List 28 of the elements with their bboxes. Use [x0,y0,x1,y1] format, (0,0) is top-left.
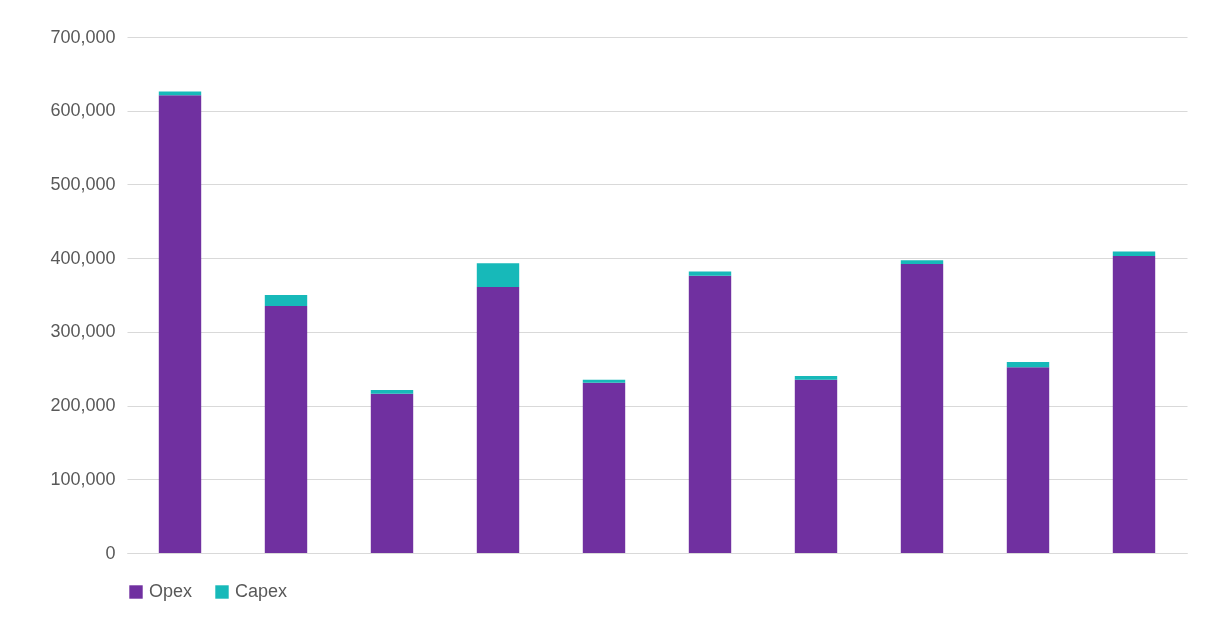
bar [900,264,944,553]
y-tick-label: 600,000 [50,100,116,121]
bar [1112,255,1156,553]
y-tick-label: 400,000 [50,247,116,268]
bar [264,295,308,307]
bar [370,393,414,553]
bar [476,286,520,553]
bar [264,306,308,553]
y-tick-label: 200,000 [50,395,116,416]
bar [688,271,732,276]
bar [370,390,414,394]
y-tick-label: 700,000 [50,26,116,47]
legend-label: Opex [149,581,193,601]
y-tick-label: 300,000 [50,321,116,342]
legend-label: Capex [235,581,288,601]
bar [476,263,520,287]
bar [794,379,838,553]
y-tick-label: 100,000 [50,468,116,489]
y-tick-label: 500,000 [50,173,116,194]
bar [794,376,838,380]
bar [688,275,732,553]
bar [158,95,202,553]
bar [582,382,626,553]
y-tick-label: 0 [105,542,116,563]
bar [582,379,626,383]
bar [1006,362,1050,368]
bar [1006,367,1050,553]
bar [900,260,944,265]
